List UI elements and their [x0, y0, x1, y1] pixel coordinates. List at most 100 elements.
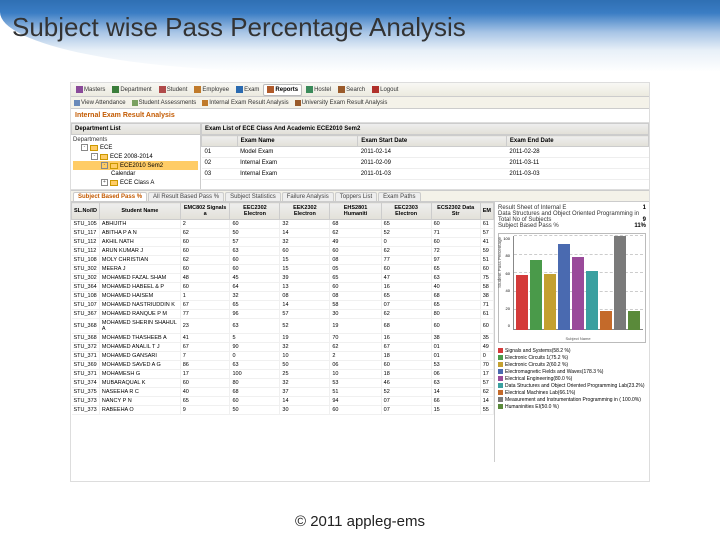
tree-toggle-icon[interactable]: -: [81, 144, 88, 151]
masters-icon: [76, 86, 83, 93]
exam-row[interactable]: 03Internal Exam2011-01-032011-03-03: [202, 169, 649, 180]
exam-col[interactable]: [202, 136, 238, 147]
table-row[interactable]: STU_373RABEEHA O9503060071555: [72, 406, 494, 415]
table-row[interactable]: STU_372MOHAMED ANALIL T J67903262670149: [72, 343, 494, 352]
dept-tree[interactable]: Departments -ECE-ECE 2008-2014-ECE2010 S…: [71, 135, 201, 189]
table-row[interactable]: STU_371MOHAMED GANSARI7010218010: [72, 352, 494, 361]
table-row[interactable]: STU_368MOHAMED SHERIN SHAHUL A2363521968…: [72, 319, 494, 334]
exam-row[interactable]: 02Internal Exam2011-02-092011-03-11: [202, 158, 649, 169]
toolbar-search[interactable]: Search: [335, 84, 368, 96]
grid-col[interactable]: EEK2302 Electron: [280, 203, 330, 220]
chart-bar: [572, 257, 584, 330]
tree-toggle-icon[interactable]: -: [101, 162, 108, 169]
exam-list-header: Exam List of ECE Class And Academic ECE2…: [201, 123, 649, 135]
subbar-item[interactable]: View Attendance: [74, 100, 126, 106]
legend-item: Electronic Circuits 2(60.2 %): [498, 361, 646, 368]
grid-col[interactable]: EEC2303 Electron: [381, 203, 431, 220]
folder-icon: [110, 163, 118, 169]
chart-bar: [516, 275, 528, 330]
toolbar-department[interactable]: Department: [109, 84, 154, 96]
table-row[interactable]: STU_112AKHIL NATH6057324906041: [72, 238, 494, 247]
tab-toppers-list[interactable]: Toppers List: [335, 192, 377, 201]
subbar-item[interactable]: Internal Exam Result Analysis: [202, 100, 288, 106]
sub-icon: [295, 100, 301, 106]
subbar-item[interactable]: University Exam Result Analysis: [295, 100, 388, 106]
tree-item[interactable]: +ECE Class A: [73, 178, 198, 187]
subbar-item[interactable]: Student Assessments: [132, 100, 197, 106]
tab-failure-analysis[interactable]: Failure Analysis: [282, 192, 334, 201]
chart-xlabel: Subject Name: [513, 336, 643, 341]
toolbar-employee[interactable]: Employee: [191, 84, 232, 96]
chart-bar: [600, 311, 612, 330]
table-row[interactable]: STU_108MOHAMED HAISEM1320808656838: [72, 292, 494, 301]
toolbar-hostel[interactable]: Hostel: [303, 84, 334, 96]
section-title: Internal Exam Result Analysis: [71, 109, 649, 123]
toolbar-masters[interactable]: Masters: [73, 84, 108, 96]
pass-pct-chart: Student Pass Percentage 100806040200 Sub…: [498, 233, 646, 343]
table-row[interactable]: STU_368MOHAMED THASHEEB A4151970163835: [72, 334, 494, 343]
legend-item: Humaninities EI(50.0 %): [498, 403, 646, 410]
tree-toggle-icon[interactable]: +: [101, 179, 108, 186]
grid-col[interactable]: SL.No/ID: [72, 203, 100, 220]
sub-toolbar: View Attendance Student Assessments Intern…: [71, 97, 649, 109]
chart-legend: Signals and Systems(58.2 %)Electronic Ci…: [498, 347, 646, 410]
table-row[interactable]: STU_374MUBARAQUAL K60803253466357: [72, 379, 494, 388]
main-toolbar: MastersDepartmentStudentEmployeeExamRepo…: [71, 83, 649, 97]
logout-icon: [372, 86, 379, 93]
tab-exam-paths[interactable]: Exam Paths: [378, 192, 420, 201]
table-row[interactable]: STU_302MEERA J60601505606560: [72, 265, 494, 274]
exam-col[interactable]: Exam Start Date: [358, 136, 507, 147]
tree-item[interactable]: Calendar: [73, 170, 198, 178]
results-grid[interactable]: SL.No/IDStudent NameEMC802 Signals aEEC2…: [71, 202, 494, 462]
chart-bar: [530, 260, 542, 331]
toolbar-logout[interactable]: Logout: [369, 84, 401, 96]
grid-col[interactable]: EM: [480, 203, 493, 220]
folder-icon: [100, 154, 108, 160]
sub-icon: [132, 100, 138, 106]
toolbar-reports[interactable]: Reports: [263, 84, 302, 96]
table-row[interactable]: STU_302MOHAMED FAZAL SHAM48453965476375: [72, 274, 494, 283]
tree-item[interactable]: -ECE2010 Sem2: [73, 161, 198, 170]
exam-row[interactable]: 01Model Exam2011-02-142011-02-28: [202, 147, 649, 158]
table-row[interactable]: STU_371MOHAMESH G171002510180617: [72, 370, 494, 379]
table-row[interactable]: STU_108MOLY CHRISTIAN62601508779751: [72, 256, 494, 265]
stats-panel: Result Sheet of Internal E1Data Structur…: [494, 202, 649, 462]
grid-col[interactable]: EHS2801 Humaniti: [330, 203, 381, 220]
chart-bar: [558, 244, 570, 330]
tree-item[interactable]: -ECE: [73, 143, 198, 152]
exam-list[interactable]: Exam NameExam Start DateExam End Date01M…: [201, 135, 649, 189]
tab-all-result-based-pass-[interactable]: All Result Based Pass %: [148, 192, 224, 201]
exam-col[interactable]: Exam End Date: [506, 136, 648, 147]
department-icon: [112, 86, 119, 93]
slide-title: Subject wise Pass Percentage Analysis: [12, 12, 466, 43]
exam-icon: [236, 86, 243, 93]
chart-bar: [586, 271, 598, 330]
grid-col[interactable]: EMC802 Signals a: [180, 203, 230, 220]
tab-subject-based-pass-[interactable]: Subject Based Pass %: [73, 192, 147, 201]
toolbar-exam[interactable]: Exam: [233, 84, 262, 96]
table-row[interactable]: STU_373NANCY P N65601494076614: [72, 397, 494, 406]
grid-col[interactable]: EEC2302 Electron: [230, 203, 280, 220]
folder-icon: [110, 180, 118, 186]
table-row[interactable]: STU_367MOHAMED RANQUE P M77965730628061: [72, 310, 494, 319]
table-row[interactable]: STU_369MOHAMED SAVED A G86635006605370: [72, 361, 494, 370]
app-window: MastersDepartmentStudentEmployeeExamRepo…: [70, 82, 650, 482]
tab-subject-statistics[interactable]: Subject Statistics: [225, 192, 281, 201]
table-row[interactable]: STU_117ABITHA P A N62501462527157: [72, 229, 494, 238]
table-row[interactable]: STU_112ARUN KUMAR J60636060627259: [72, 247, 494, 256]
sub-icon: [74, 100, 80, 106]
grid-col[interactable]: Student Name: [99, 203, 180, 220]
tree-item[interactable]: -ECE 2008-2014: [73, 152, 198, 161]
toolbar-student[interactable]: Student: [156, 84, 191, 96]
table-row[interactable]: STU_105ABHIJITH2603268656061: [72, 220, 494, 229]
employee-icon: [194, 86, 201, 93]
tree-toggle-icon[interactable]: -: [91, 153, 98, 160]
legend-item: Measurement and Instrumentation Programm…: [498, 396, 646, 403]
grid-col[interactable]: ECS2302 Data Str: [431, 203, 480, 220]
reports-icon: [267, 86, 274, 93]
table-row[interactable]: STU_375NASEEHA R C40683751521462: [72, 388, 494, 397]
exam-col[interactable]: Exam Name: [237, 136, 358, 147]
student-icon: [159, 86, 166, 93]
table-row[interactable]: STU_364MOHAMED HABEEL & P60641360164058: [72, 283, 494, 292]
table-row[interactable]: STU_107MOHAMED NASTRIUDDIN K676514580765…: [72, 301, 494, 310]
